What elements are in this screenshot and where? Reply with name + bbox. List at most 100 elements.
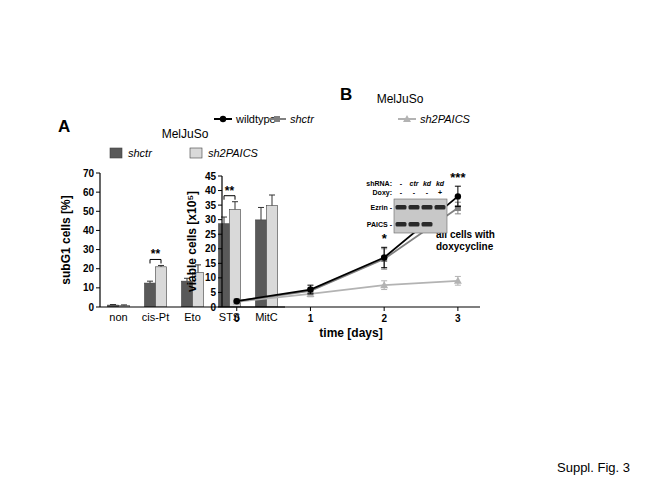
y-axis <box>221 176 222 307</box>
legend-label: sh2PAICS <box>420 113 471 125</box>
plot-area <box>233 186 462 305</box>
blot-band <box>422 205 433 210</box>
y-tick-label: 15 <box>205 258 217 269</box>
error-bar <box>381 247 387 267</box>
series-line <box>237 196 458 301</box>
blot-band <box>435 205 446 210</box>
bar <box>156 267 167 307</box>
marker <box>381 254 387 260</box>
blot-row-label: shRNA: <box>366 180 392 187</box>
error-bar <box>455 276 461 285</box>
blot-band <box>396 205 407 210</box>
legend-marker <box>274 116 280 122</box>
blot-membrane <box>394 199 447 233</box>
blot-lane-label: - <box>400 180 403 187</box>
blot-lane-label: ctr <box>410 180 420 187</box>
title: MelJuSo <box>162 127 209 141</box>
y-tick-label: 10 <box>205 272 217 283</box>
y-tick-label: 25 <box>205 229 217 240</box>
legend-label: sh2PAICS <box>208 147 259 159</box>
y-tick <box>96 173 100 174</box>
y-tick <box>218 263 222 264</box>
y-axis-label: subG1 cells [%] <box>59 195 73 284</box>
panel-label: A <box>58 117 70 136</box>
blot-row-label: Doxy: <box>373 189 392 197</box>
y-axis <box>99 173 100 307</box>
blot-lane-label: kd <box>423 180 432 187</box>
blot-band <box>422 222 433 227</box>
y-axis-label: viable cells [x10⁵] <box>185 191 199 292</box>
error-bar <box>307 285 313 294</box>
x-tick-label: cis-Pt <box>142 311 170 323</box>
error-bar <box>381 281 387 290</box>
y-tick-label: 50 <box>83 206 95 217</box>
y-tick-label: 5 <box>210 287 216 298</box>
y-tick-label: 0 <box>88 302 94 313</box>
blot-band <box>409 205 420 210</box>
x-tick-label: 1 <box>308 313 314 324</box>
x-tick <box>384 307 385 311</box>
x-tick-label: Eto <box>184 311 201 323</box>
marker <box>234 298 240 304</box>
marker <box>380 281 388 288</box>
chart-line: BMelJuSowildtypeshctrsh2PAICS0123time [d… <box>185 85 495 340</box>
chart-bar: AMelJuSoshctrsh2PAICSnoncis-PtEtoSTSMitC… <box>58 117 285 323</box>
legend-label: shctr <box>290 113 315 125</box>
legend-swatch <box>110 148 122 158</box>
y-tick-label: 20 <box>83 263 95 274</box>
y-tick-label: 30 <box>83 244 95 255</box>
x-tick-label: 2 <box>381 313 387 324</box>
y-tick-label: 30 <box>205 214 217 225</box>
error-bar <box>121 304 127 306</box>
x-tick-label: 3 <box>455 313 461 324</box>
bar <box>256 220 267 307</box>
y-tick <box>218 248 222 249</box>
y-tick <box>218 205 222 206</box>
significance: ** <box>151 247 161 261</box>
x-tick <box>310 307 311 311</box>
y-tick <box>96 211 100 212</box>
y-tick <box>218 292 222 293</box>
y-tick-label: 40 <box>205 185 217 196</box>
y-tick <box>218 277 222 278</box>
marker <box>234 298 240 304</box>
bar <box>219 224 230 307</box>
y-tick-label: 40 <box>83 225 95 236</box>
error-bar <box>269 195 275 206</box>
blot-lane-label: + <box>438 189 442 196</box>
y-tick-label: 0 <box>210 302 216 313</box>
bar <box>267 206 278 307</box>
error-bar <box>455 186 461 206</box>
blot-lane-label: - <box>426 189 429 196</box>
y-tick-label: 70 <box>83 168 95 179</box>
marker <box>455 193 461 199</box>
background <box>0 0 650 488</box>
error-bar <box>258 207 264 219</box>
y-tick <box>96 268 100 269</box>
x-tick-label: 0 <box>234 313 240 324</box>
legend-marker <box>220 116 226 122</box>
y-tick <box>218 219 222 220</box>
marker <box>454 277 462 284</box>
marker <box>307 286 313 292</box>
blot-lane-label: - <box>400 189 403 196</box>
panel-label: B <box>340 85 352 104</box>
marker <box>233 298 241 305</box>
significance: ** <box>225 184 235 198</box>
blot-lane-label: kd <box>436 180 445 187</box>
y-tick <box>96 287 100 288</box>
error-bar <box>158 265 164 266</box>
y-tick <box>96 307 100 308</box>
x-tick-label: STS <box>219 311 240 323</box>
significance: *** <box>450 170 466 185</box>
blot-band-label: PAICS - <box>367 221 393 228</box>
legend-label: shctr <box>128 147 153 159</box>
x-tick <box>236 307 237 311</box>
y-tick-label: 35 <box>205 200 217 211</box>
figure: AMelJuSoshctrsh2PAICSnoncis-PtEtoSTSMitC… <box>0 0 650 488</box>
series-line <box>237 281 458 302</box>
title: MelJuSo <box>377 92 424 106</box>
y-tick <box>96 192 100 193</box>
legend-marker <box>403 115 411 122</box>
y-tick-label: 20 <box>205 243 217 254</box>
